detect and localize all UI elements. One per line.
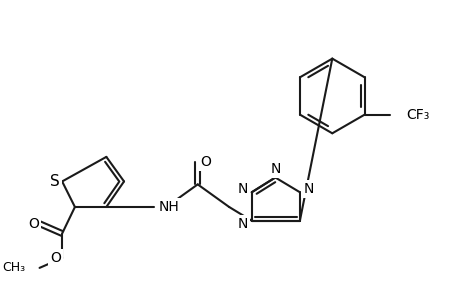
- Text: CF₃: CF₃: [405, 108, 428, 122]
- Text: S: S: [50, 174, 60, 189]
- Text: N: N: [237, 182, 247, 196]
- Text: N: N: [237, 217, 247, 231]
- Text: N: N: [269, 162, 280, 176]
- Text: NH: NH: [158, 200, 179, 214]
- Text: N: N: [303, 182, 313, 196]
- Text: O: O: [50, 251, 61, 265]
- Text: CH₃: CH₃: [3, 261, 26, 274]
- Text: O: O: [200, 155, 211, 169]
- Text: O: O: [28, 217, 39, 231]
